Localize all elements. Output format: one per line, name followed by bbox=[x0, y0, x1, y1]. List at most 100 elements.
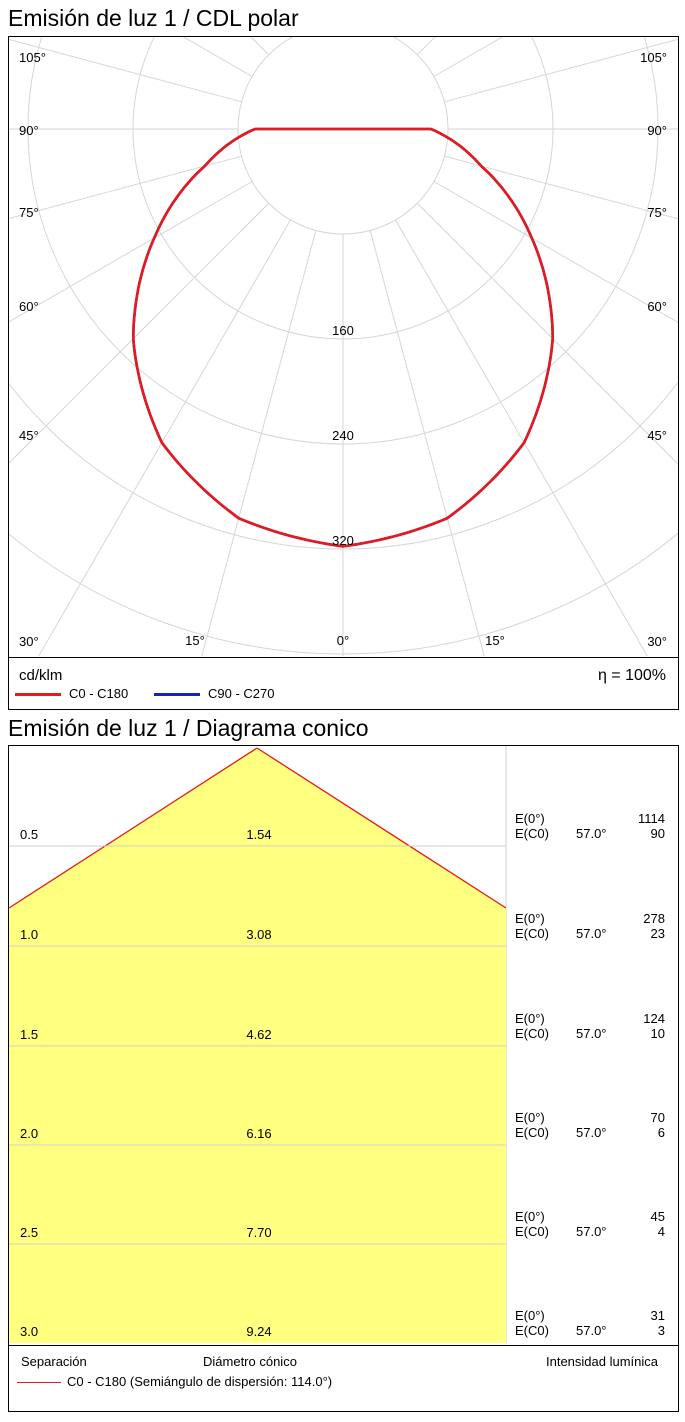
polar-radial-label: 240 bbox=[332, 428, 354, 443]
cone-ec0-value: 10 bbox=[651, 1026, 665, 1041]
polar-spoke bbox=[9, 155, 242, 220]
cone-title: Emisión de luz 1 / Diagrama conico bbox=[8, 715, 369, 741]
separation-header: Separación bbox=[21, 1354, 87, 1369]
polar-angle-label-right: 90° bbox=[647, 123, 667, 138]
polar-spoke bbox=[395, 219, 648, 656]
legend-label-c90: C90 - C270 bbox=[208, 686, 275, 701]
cone-distance-label: 1.0 bbox=[20, 927, 38, 942]
cone-ec0-label: E(C0) bbox=[515, 1323, 549, 1338]
cone-angle-label: 57.0° bbox=[576, 1224, 607, 1239]
efficiency-label: η = 100% bbox=[597, 667, 666, 684]
cone-angle-label: 57.0° bbox=[576, 926, 607, 941]
polar-angle-label-bottom: 15° bbox=[185, 633, 205, 648]
polar-series-c0-c180 bbox=[131, 127, 555, 548]
cone-e0-value: 70 bbox=[651, 1110, 665, 1125]
polar-radial-label: 160 bbox=[332, 323, 354, 338]
polar-spoke bbox=[444, 155, 678, 220]
cone-ec0-label: E(C0) bbox=[515, 926, 549, 941]
cone-e0-value: 124 bbox=[643, 1011, 665, 1026]
cone-diameter-label: 1.54 bbox=[246, 827, 271, 842]
polar-title: Emisión de luz 1 / CDL polar bbox=[8, 5, 299, 31]
polar-angle-label-bottom: 15° bbox=[485, 633, 505, 648]
cone-e0-label: E(0°) bbox=[515, 811, 545, 826]
cone-diameter-label: 7.70 bbox=[246, 1225, 271, 1240]
polar-chart-frame: 160 240 320 105° 90° 75° 60° 45° 30° 105° 90° 75° 60… bbox=[8, 36, 679, 710]
cone-e0-label: E(0°) bbox=[515, 1209, 545, 1224]
cone-ec0-value: 23 bbox=[651, 926, 665, 941]
polar-angle-label-bottom: 0° bbox=[337, 633, 349, 648]
cone-diameter-label: 9.24 bbox=[246, 1324, 271, 1339]
cone-ec0-value: 4 bbox=[658, 1224, 665, 1239]
cone-diameter-label: 4.62 bbox=[246, 1027, 271, 1042]
polar-spoke bbox=[289, 37, 291, 39]
polar-spoke bbox=[201, 230, 317, 656]
polar-legend-divider bbox=[9, 657, 678, 658]
polar-grid bbox=[9, 37, 678, 656]
cone-angle-label: 57.0° bbox=[576, 1125, 607, 1140]
cone-edge-right bbox=[256, 747, 507, 909]
cone-ec0-label: E(C0) bbox=[515, 1224, 549, 1239]
cone-angle-label: 57.0° bbox=[576, 1026, 607, 1041]
polar-angle-label-right: 105° bbox=[640, 50, 667, 65]
cone-legend-line bbox=[17, 1382, 61, 1383]
intensity-header: Intensidad lumínica bbox=[545, 1354, 658, 1369]
polar-angle-label-right: 60° bbox=[647, 299, 667, 314]
polar-angle-label-right: 30° bbox=[647, 634, 667, 649]
polar-angle-label-left: 105° bbox=[19, 50, 46, 65]
polar-spoke bbox=[9, 181, 253, 323]
legend-line-c0 bbox=[15, 693, 61, 696]
cone-ec0-label: E(C0) bbox=[515, 1125, 549, 1140]
cone-chart-frame: 0.5 1.54 E(0°) E(C0) 57.0° 1114 90 1.0 3.08 E(0°)… bbox=[8, 745, 679, 1412]
cone-diameter-label: 6.16 bbox=[246, 1126, 271, 1141]
cone-e0-value: 45 bbox=[651, 1209, 665, 1224]
cone-distance-label: 2.0 bbox=[20, 1126, 38, 1141]
cone-e0-label: E(0°) bbox=[515, 1110, 545, 1125]
polar-angle-label-left: 90° bbox=[19, 123, 39, 138]
cone-ec0-label: E(C0) bbox=[515, 826, 549, 841]
legend-label-c0: C0 - C180 bbox=[69, 686, 129, 701]
polar-angle-label-left: 45° bbox=[19, 428, 39, 443]
polar-angle-label-right: 75° bbox=[647, 205, 667, 220]
cone-e0-label: E(0°) bbox=[515, 1011, 545, 1026]
polar-spoke bbox=[38, 219, 291, 656]
cone-ec0-value: 6 bbox=[658, 1125, 665, 1140]
cone-angle-label: 57.0° bbox=[576, 1323, 607, 1338]
cone-e0-value: 1114 bbox=[638, 811, 665, 826]
cone-e0-label: E(0°) bbox=[515, 911, 545, 926]
cone-ec0-value: 3 bbox=[658, 1323, 665, 1338]
cone-distance-label: 3.0 bbox=[20, 1324, 38, 1339]
polar-ring bbox=[237, 37, 449, 235]
polar-spoke bbox=[369, 230, 485, 656]
cone-angle-label: 57.0° bbox=[576, 826, 607, 841]
cone-distance-label: 0.5 bbox=[20, 827, 38, 842]
polar-spoke bbox=[444, 38, 678, 103]
cone-e0-label: E(0°) bbox=[515, 1308, 545, 1323]
cone-legend-label: C0 - C180 (Semiángulo de dispersión: 114… bbox=[67, 1374, 333, 1389]
polar-angle-label-right: 45° bbox=[647, 428, 667, 443]
polar-chart: 160 240 320 105° 90° 75° 60° 45° 30° 105° 90° 75° 60… bbox=[9, 37, 678, 656]
cone-ec0-label: E(C0) bbox=[515, 1026, 549, 1041]
polar-unit-label: cd/klm bbox=[19, 667, 63, 684]
cone-edge-left bbox=[9, 747, 258, 909]
polar-spoke bbox=[9, 38, 242, 103]
polar-angle-label-left: 75° bbox=[19, 205, 39, 220]
cone-footer-divider bbox=[9, 1345, 678, 1346]
polar-spoke bbox=[250, 37, 270, 56]
cone-diameter-label: 3.08 bbox=[246, 927, 271, 942]
polar-angle-label-left: 30° bbox=[19, 634, 39, 649]
legend-line-c90 bbox=[154, 693, 200, 696]
polar-spoke bbox=[433, 181, 678, 323]
polar-spoke bbox=[416, 202, 678, 465]
polar-radial-label: 320 bbox=[332, 533, 354, 548]
polar-spoke bbox=[395, 37, 397, 39]
cone-e0-value: 31 bbox=[651, 1308, 665, 1323]
polar-spoke bbox=[416, 37, 436, 56]
cone-distance-label: 2.5 bbox=[20, 1225, 38, 1240]
polar-spoke bbox=[9, 202, 270, 464]
cone-e0-value: 278 bbox=[643, 911, 665, 926]
cone-ec0-value: 90 bbox=[651, 826, 665, 841]
diameter-header: Diámetro cónico bbox=[203, 1354, 297, 1369]
cone-distance-label: 1.5 bbox=[20, 1027, 38, 1042]
polar-angle-label-left: 60° bbox=[19, 299, 39, 314]
